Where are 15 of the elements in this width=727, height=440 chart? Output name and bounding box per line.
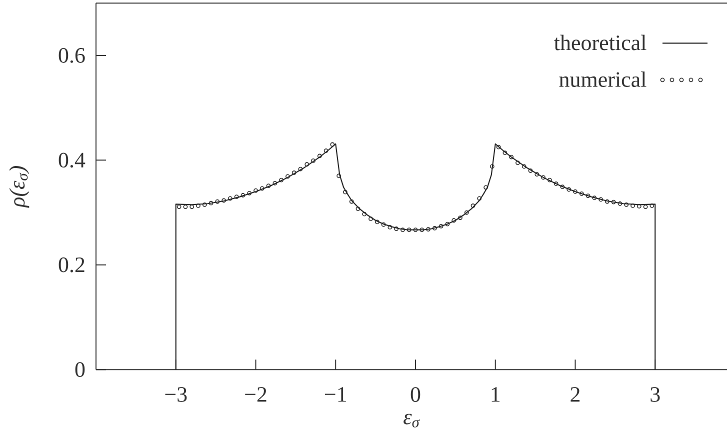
x-tick-label: −1 <box>325 387 346 402</box>
y-tick-label: 0 <box>75 362 85 378</box>
y-axis-title: ρ(ε$_{σ}$) <box>9 166 30 208</box>
x-tick-label: −2 <box>245 387 266 402</box>
x-tick-label: 2 <box>570 387 580 402</box>
x-tick-label: 1 <box>492 387 500 402</box>
legend-label: theoretical <box>554 34 646 50</box>
y-tick-label: 0.6 <box>58 48 85 63</box>
x-tick-label: −3 <box>165 387 187 402</box>
y-tick-label: 0.4 <box>58 152 86 168</box>
legend-label: numerical <box>559 72 646 87</box>
x-axis-title: ε$_{σ}$ <box>404 414 420 428</box>
x-tick-label: 0 <box>410 387 420 402</box>
x-tick-label: 3 <box>650 387 660 402</box>
y-tick-label: 0.2 <box>58 257 84 272</box>
